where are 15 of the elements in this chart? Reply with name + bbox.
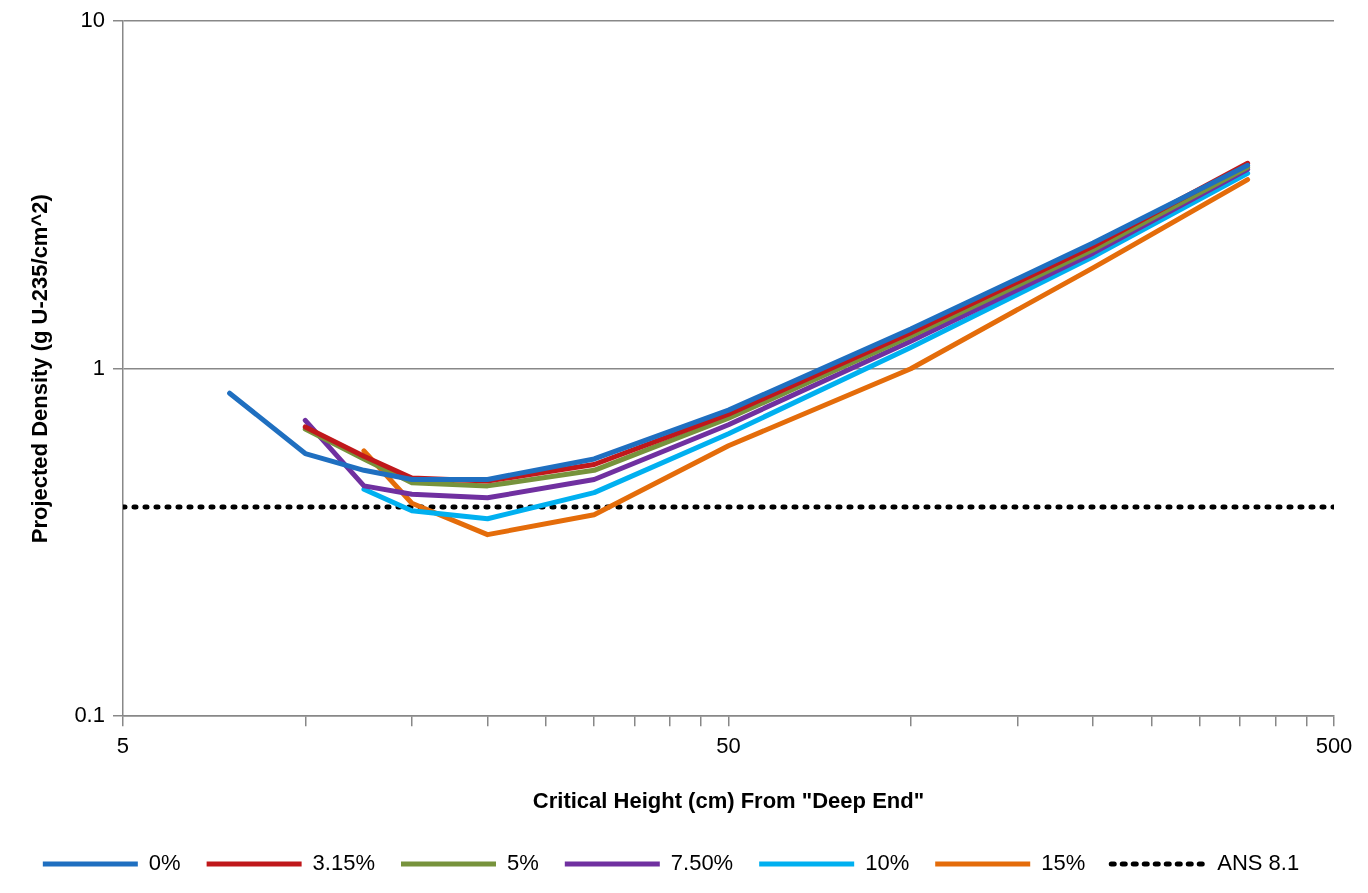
x-axis-title: Critical Height (cm) From "Deep End" <box>532 787 925 813</box>
x-tick-label: 50 <box>716 733 741 759</box>
y-tick-label: 1 <box>92 354 105 380</box>
legend-label: 15% <box>1041 850 1086 876</box>
y-tick-label: 0.1 <box>74 702 105 728</box>
y-tick-label: 10 <box>80 7 105 33</box>
legend-label: 7.50% <box>670 850 734 876</box>
legend-label: 3.15% <box>312 850 376 876</box>
y-axis-title: Projected Density (g U-235/cm^2) <box>27 194 53 544</box>
legend-label: 0% <box>148 850 181 876</box>
legend-label: 5% <box>507 850 539 876</box>
legend-label: 10% <box>865 850 910 876</box>
x-tick-label: 500 <box>1315 733 1353 759</box>
legend-label: ANS 8.1 <box>1217 850 1300 876</box>
x-tick-label: 5 <box>116 733 130 759</box>
